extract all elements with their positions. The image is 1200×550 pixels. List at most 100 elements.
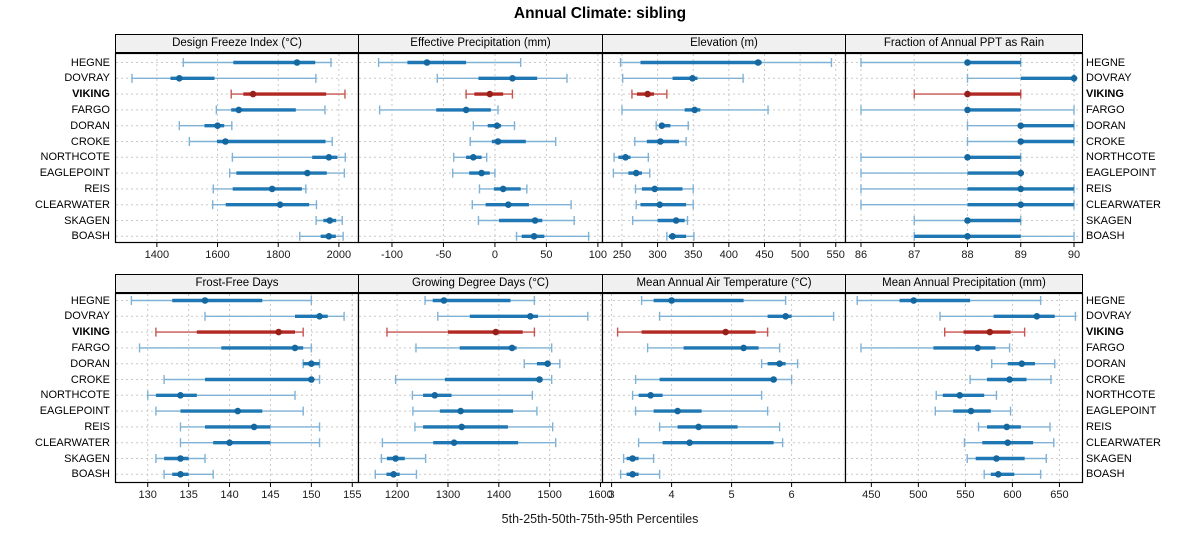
station-label-eaglepoint: EAGLEPOINT (1086, 167, 1157, 180)
percentile-interval-skagen (477, 216, 575, 225)
station-label-doran: DORAN (70, 357, 110, 370)
percentile-interval-skagen (155, 454, 206, 463)
station-label-clearwater: CLEARWATER (1086, 436, 1161, 449)
percentile-interval-fargo (215, 105, 326, 115)
percentile-interval-reis (860, 184, 1075, 194)
percentile-interval-reis (478, 184, 528, 194)
percentile-interval-eaglepoint (228, 168, 346, 178)
percentile-interval-doran (966, 121, 1075, 131)
station-label-boash: BOASH (71, 230, 110, 243)
percentile-interval-clearwater (637, 438, 784, 448)
percentile-interval-hegne (860, 58, 1022, 67)
axis-tick-label: 5 (729, 489, 735, 501)
percentile-interval-clearwater (179, 438, 321, 448)
percentile-interval-viking (631, 89, 668, 99)
percentile-interval-skagen (913, 216, 1022, 225)
axis-tick-label: 87 (908, 249, 920, 261)
percentile-interval-northcote (631, 390, 763, 400)
panel-header-growing-degree-days-c: Growing Degree Days (°C) (358, 274, 603, 293)
percentile-interval-fargo (378, 105, 499, 115)
station-label-hegne: HEGNE (1086, 294, 1126, 307)
station-label-croke: CROKE (1086, 373, 1126, 386)
axis-tick-label: 50 (540, 249, 552, 261)
station-label-fargo: FARGO (71, 103, 110, 116)
axis-tick-label: 4 (669, 489, 675, 501)
percentile-interval-croke (966, 137, 1075, 146)
percentile-interval-croke (394, 375, 553, 384)
percentile-interval-northcote (453, 152, 488, 162)
percentile-interval-dovray (437, 311, 589, 321)
percentile-interval-fargo (860, 343, 1011, 353)
station-label-skagen: SKAGEN (1086, 214, 1132, 227)
station-label-viking: VIKING (72, 88, 110, 101)
percentile-interval-dovray (658, 311, 835, 321)
figure-caption: 5th-25th-50th-75th-95th Percentiles (501, 512, 699, 526)
percentile-interval-fargo (621, 105, 769, 115)
station-label-dovray: DOVRAY (1086, 310, 1132, 323)
percentile-interval-dovray (621, 73, 744, 83)
percentile-interval-eaglepoint (934, 406, 1012, 416)
station-label-northcote: NORTHCOTE (1086, 151, 1156, 164)
axis-tick-label: 2000 (327, 249, 351, 261)
percentile-interval-boash (983, 469, 1042, 479)
panel-plot-design-freeze-index-c: 1400 1600 1800 2000 (114, 52, 360, 261)
station-label-croke: CROKE (70, 135, 110, 148)
percentile-interval-hegne (424, 296, 536, 305)
station-label-dovray: DOVRAY (1086, 72, 1132, 85)
station-label-reis: REIS (1086, 420, 1112, 433)
percentile-interval-eaglepoint (452, 168, 496, 178)
axis-tick-label: 86 (855, 249, 867, 261)
panel-header-mean-annual-air-temperature-c: Mean Annual Air Temperature (°C) (602, 274, 846, 293)
station-label-doran: DORAN (70, 119, 110, 132)
panel-header-fraction-of-annual-ppt-as-rain: Fraction of Annual PPT as Rain (845, 34, 1083, 53)
percentile-interval-skagen (631, 216, 689, 225)
station-label-clearwater: CLEARWATER (35, 436, 110, 449)
percentile-interval-doran (178, 121, 233, 131)
panel-plot-mean-annual-air-temperature-c: 3 4 5 6 (601, 292, 847, 501)
percentile-interval-eaglepoint (634, 406, 769, 416)
axis-tick-label: 100 (589, 249, 607, 261)
percentile-interval-fargo (646, 343, 781, 353)
percentile-interval-viking (155, 327, 304, 337)
percentile-interval-croke (188, 137, 333, 146)
percentile-interval-northcote (860, 152, 1022, 162)
station-label-eaglepoint: EAGLEPOINT (39, 167, 110, 180)
percentile-interval-reis (414, 422, 554, 432)
percentile-interval-reis (179, 422, 321, 432)
percentile-interval-dovray (939, 311, 1077, 321)
percentile-interval-skagen (380, 454, 427, 463)
axis-tick-label: 650 (1050, 489, 1068, 501)
station-label-reis: REIS (84, 420, 110, 433)
station-label-dovray: DOVRAY (64, 72, 110, 85)
station-label-dovray: DOVRAY (64, 310, 110, 323)
axis-tick-label: 1400 (487, 489, 511, 501)
percentile-interval-fargo (415, 343, 553, 353)
station-label-eaglepoint: EAGLEPOINT (39, 405, 110, 418)
percentile-interval-doran (655, 121, 689, 131)
axis-tick-label: 500 (909, 489, 927, 501)
axis-tick-label: 450 (755, 249, 773, 261)
percentile-interval-eaglepoint (155, 406, 304, 416)
percentile-interval-croke (634, 137, 687, 146)
figure-title: Annual Climate: sibling (513, 5, 687, 22)
percentile-interval-clearwater (471, 200, 572, 210)
percentile-interval-boash (619, 469, 661, 479)
axis-tick-label: 250 (613, 249, 631, 261)
percentile-interval-boash (374, 469, 418, 479)
percentile-interval-fargo (138, 343, 313, 353)
station-label-boash: BOASH (71, 468, 110, 481)
axis-tick-label: 90 (1068, 249, 1080, 261)
axis-tick-label: 145 (261, 489, 279, 501)
panel-plot-growing-degree-days-c: 1200 1300 1400 1500 1600 (357, 292, 613, 501)
station-label-doran: DORAN (1086, 119, 1126, 132)
percentile-interval-hegne (182, 58, 332, 67)
panel-plot-frost-free-days: 130 135 140 145 150 155 (114, 292, 361, 501)
percentile-interval-fargo (860, 105, 1075, 115)
percentile-interval-doran (472, 121, 516, 131)
axis-tick-label: 150 (302, 489, 320, 501)
axis-tick-label: 1300 (436, 489, 460, 501)
percentile-interval-northcote (231, 152, 346, 162)
station-label-fargo: FARGO (1086, 103, 1125, 116)
station-label-reis: REIS (1086, 182, 1112, 195)
axis-tick-label: 1200 (385, 489, 409, 501)
